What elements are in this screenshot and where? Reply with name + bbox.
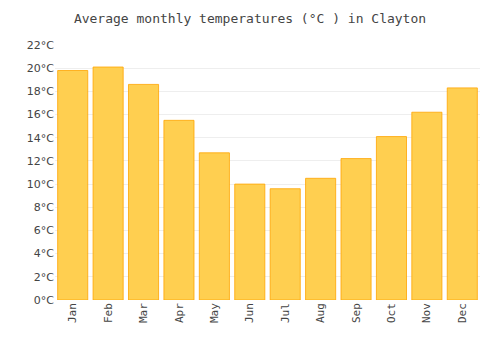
svg-text:Jul: Jul [279, 303, 292, 323]
svg-text:22°C: 22°C [27, 39, 54, 52]
svg-text:12°C: 12°C [27, 155, 54, 168]
svg-text:6°C: 6°C [34, 224, 54, 237]
svg-text:0°C: 0°C [34, 294, 54, 307]
svg-text:Aug: Aug [314, 303, 327, 323]
svg-text:Apr: Apr [173, 303, 186, 323]
svg-text:2°C: 2°C [34, 271, 54, 284]
svg-text:14°C: 14°C [27, 132, 54, 145]
svg-text:10°C: 10°C [27, 178, 54, 191]
svg-text:Dec: Dec [456, 303, 469, 323]
svg-text:Feb: Feb [102, 303, 115, 323]
svg-text:Nov: Nov [420, 303, 433, 323]
svg-text:May: May [208, 303, 221, 323]
svg-text:Sep: Sep [350, 303, 363, 323]
svg-text:Oct: Oct [385, 303, 398, 323]
svg-text:18°C: 18°C [27, 85, 54, 98]
svg-text:16°C: 16°C [27, 108, 54, 121]
svg-text:Jan: Jan [66, 303, 79, 323]
svg-text:Jun: Jun [243, 303, 256, 323]
svg-text:Average monthly temperatures (: Average monthly temperatures (°C ) in Cl… [74, 11, 426, 26]
svg-text:8°C: 8°C [34, 201, 54, 214]
svg-text:4°C: 4°C [34, 247, 54, 260]
svg-text:20°C: 20°C [27, 62, 54, 75]
svg-text:Mar: Mar [137, 303, 150, 323]
